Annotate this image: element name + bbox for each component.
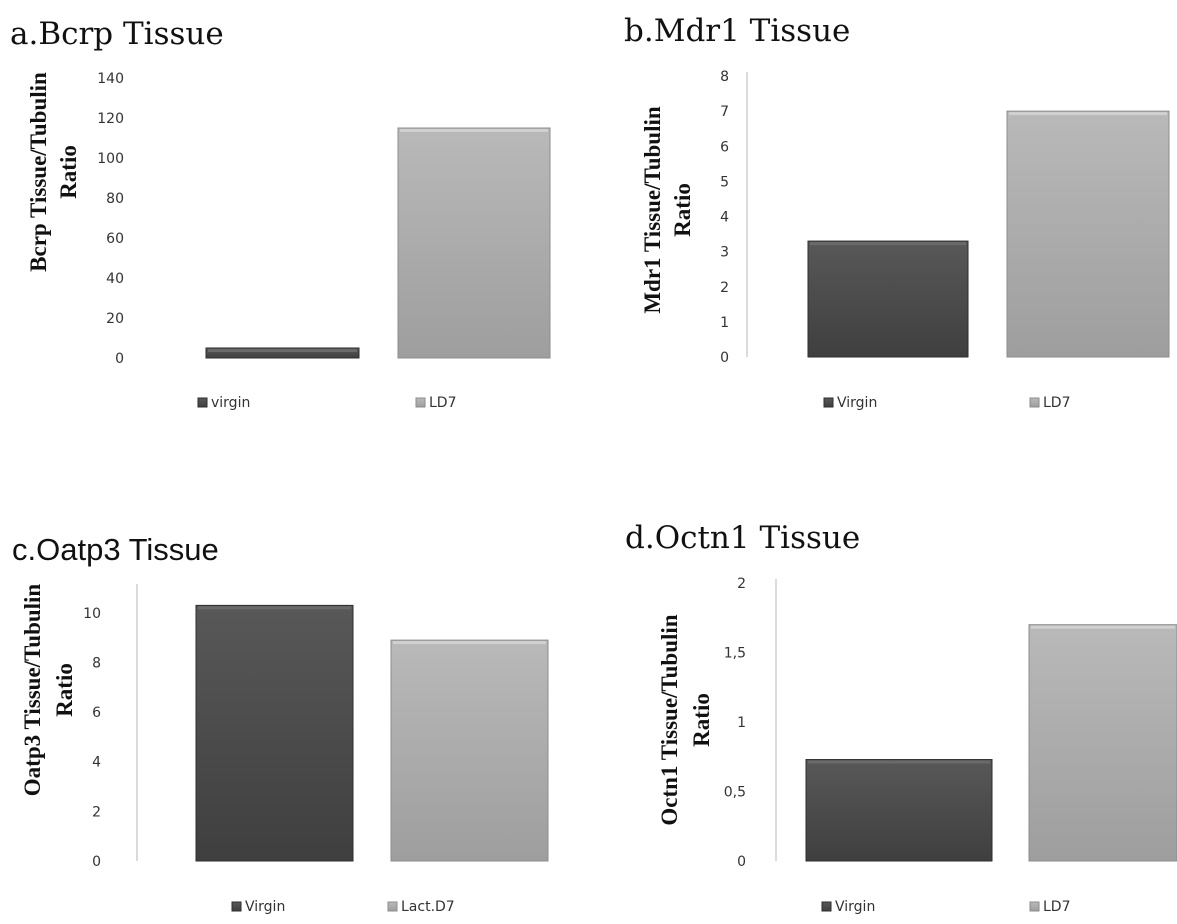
chart-c-ytick-label: 4 bbox=[92, 755, 101, 771]
chart-a-ylabel: Bcrp Tissue/Tubulin Ratio bbox=[26, 72, 81, 272]
chart-b-ylabel: Mdr1 Tissue/Tubulin Ratio bbox=[640, 106, 695, 314]
chart-d-bar-highlight bbox=[808, 760, 990, 764]
chart-a-bar-virgin bbox=[205, 347, 360, 359]
chart-b-legend-swatch bbox=[823, 397, 834, 408]
chart-d-title: d.Octn1 Tissue bbox=[625, 520, 860, 556]
chart-b-ylabel-line1: Mdr1 Tissue/Tubulin bbox=[640, 106, 665, 314]
chart-b-ytick-label: 8 bbox=[720, 69, 729, 85]
chart-d-bar-virgin bbox=[805, 759, 993, 862]
chart-a-ylabel-line1: Bcrp Tissue/Tubulin bbox=[26, 72, 51, 272]
chart-d-ytick-label: 1 bbox=[737, 715, 746, 731]
chart-c-ytick-label: 8 bbox=[92, 655, 101, 671]
chart-a-ytick-label: 100 bbox=[97, 151, 124, 167]
chart-a-legend-swatch bbox=[415, 397, 426, 408]
chart-d-ytick-label: 0 bbox=[737, 854, 746, 870]
chart-c-ytick-label: 0 bbox=[92, 854, 101, 870]
chart-b-title: b.Mdr1 Tissue bbox=[624, 13, 850, 49]
chart-a-ytick-label: 80 bbox=[106, 191, 124, 207]
chart-c-ylabel: Oatp3 Tissue/Tubulin Ratio bbox=[20, 584, 77, 797]
chart-a-ytick-label: 60 bbox=[106, 231, 124, 247]
chart-a-ytick-label: 120 bbox=[97, 111, 124, 127]
chart-b-ytick-label: 3 bbox=[720, 245, 729, 261]
chart-d-ytick-label: 1,5 bbox=[724, 646, 746, 662]
chart-a-bar-ld7 bbox=[397, 127, 551, 359]
chart-b-ytick-label: 4 bbox=[720, 210, 729, 226]
chart-b-ytick-label: 5 bbox=[720, 174, 729, 190]
chart-a-legend-label: LD7 bbox=[429, 395, 457, 411]
chart-a-bar-highlight bbox=[400, 129, 548, 132]
chart-c-bar-highlight bbox=[198, 606, 351, 610]
chart-c-bar-highlight bbox=[393, 641, 546, 645]
chart-c-bar-virgin bbox=[195, 604, 354, 862]
chart-c-legend-label: Lact.D7 bbox=[401, 899, 455, 915]
chart-a-ytick-label: 40 bbox=[106, 271, 124, 287]
chart-d-ytick-label: 2 bbox=[737, 576, 746, 592]
chart-d-ylabel-line1: Octn1 Tissue/Tubulin bbox=[657, 614, 682, 825]
chart-a-ytick-label: 20 bbox=[106, 311, 124, 327]
chart-d-ylabel-line2: Ratio bbox=[689, 693, 714, 747]
chart-a-bar-highlight bbox=[208, 349, 357, 352]
chart-b-legend-label: Virgin bbox=[837, 395, 877, 411]
chart-c-legend-swatch bbox=[387, 901, 398, 912]
chart-d-ytick-label: 0,5 bbox=[724, 785, 746, 801]
chart-b-ylabel-line2: Ratio bbox=[670, 183, 695, 237]
chart-c-bar-lact-d7 bbox=[390, 639, 549, 862]
chart-a-legend-label: virgin bbox=[211, 395, 250, 411]
chart-b-bar-ld7 bbox=[1006, 110, 1170, 358]
chart-c-title: c.Oatp3 Tissue bbox=[12, 532, 219, 567]
chart-c-legend-swatch bbox=[231, 901, 242, 912]
chart-b-legend-label: LD7 bbox=[1043, 395, 1071, 411]
chart-c-ytick-label: 6 bbox=[92, 705, 101, 721]
chart-a-ytick-label: 0 bbox=[115, 351, 124, 367]
chart-d-bar-ld7 bbox=[1028, 624, 1177, 862]
chart-d-legend-label: LD7 bbox=[1043, 899, 1071, 915]
chart-b-bar-highlight bbox=[1009, 112, 1167, 116]
chart-c-ytick-label: 2 bbox=[92, 804, 101, 820]
chart-a-legend-swatch bbox=[197, 397, 208, 408]
chart-c-legend-label: Virgin bbox=[245, 899, 285, 915]
chart-b-ytick-label: 2 bbox=[720, 280, 729, 296]
chart-d-ylabel: Octn1 Tissue/Tubulin Ratio bbox=[657, 614, 714, 825]
chart-b-ytick-label: 1 bbox=[720, 315, 729, 331]
chart-b-bar-virgin bbox=[807, 240, 969, 358]
chart-d-bar-highlight bbox=[1031, 625, 1175, 629]
chart-d-legend-label: Virgin bbox=[835, 899, 875, 915]
chart-a-ylabel-line2: Ratio bbox=[56, 145, 81, 199]
chart-d-legend-swatch bbox=[1029, 901, 1040, 912]
chart-a-ytick-label: 140 bbox=[97, 71, 124, 87]
chart-d-legend-swatch bbox=[821, 901, 832, 912]
chart-a-title: a.Bcrp Tissue bbox=[10, 16, 224, 52]
chart-c-ylabel-line1: Oatp3 Tissue/Tubulin bbox=[20, 584, 45, 797]
chart-c-ylabel-line2: Ratio bbox=[52, 663, 77, 717]
chart-b-bar-highlight bbox=[810, 242, 966, 246]
chart-b-ytick-label: 6 bbox=[720, 139, 729, 155]
chart-b-ytick-label: 0 bbox=[720, 350, 729, 366]
chart-b-legend-swatch bbox=[1029, 397, 1040, 408]
chart-c-ytick-label: 10 bbox=[83, 606, 101, 622]
chart-b-ytick-label: 7 bbox=[720, 104, 729, 120]
